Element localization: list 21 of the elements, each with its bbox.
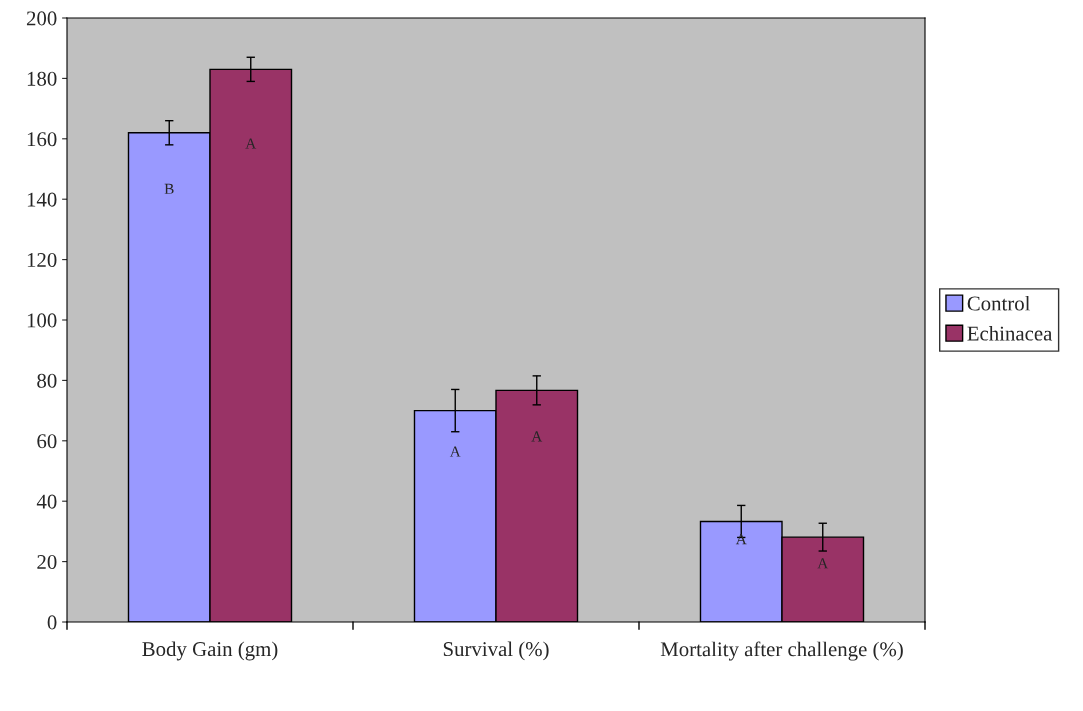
annotation: A xyxy=(531,431,543,442)
annotation: A xyxy=(245,138,257,149)
annotation: B xyxy=(164,183,174,194)
x-tick-label: Body Gain (gm) xyxy=(142,641,278,661)
y-tick-label: 140 xyxy=(27,192,57,207)
y-tick-label: 200 xyxy=(26,11,57,26)
x-tick-label: Mortality after challenge (%) xyxy=(660,641,903,661)
y-tick-label: 0 xyxy=(47,615,57,630)
y-tick-label: 60 xyxy=(37,434,57,449)
y-tick-label: 160 xyxy=(27,132,57,147)
y-tick-label: 80 xyxy=(37,373,57,388)
y-tick-label: 20 xyxy=(37,554,57,570)
y-tick-label: 40 xyxy=(36,494,57,509)
annotation: A xyxy=(817,558,829,569)
x-tick-label: Survival (%) xyxy=(443,641,549,661)
legend-label: Control xyxy=(967,295,1031,311)
y-tick-label: 180 xyxy=(27,71,57,86)
y-tick-label: 120 xyxy=(27,252,57,268)
y-tick-label: 100 xyxy=(27,313,57,328)
legend-label: Echinacea xyxy=(967,325,1053,341)
annotation: A xyxy=(449,446,461,457)
